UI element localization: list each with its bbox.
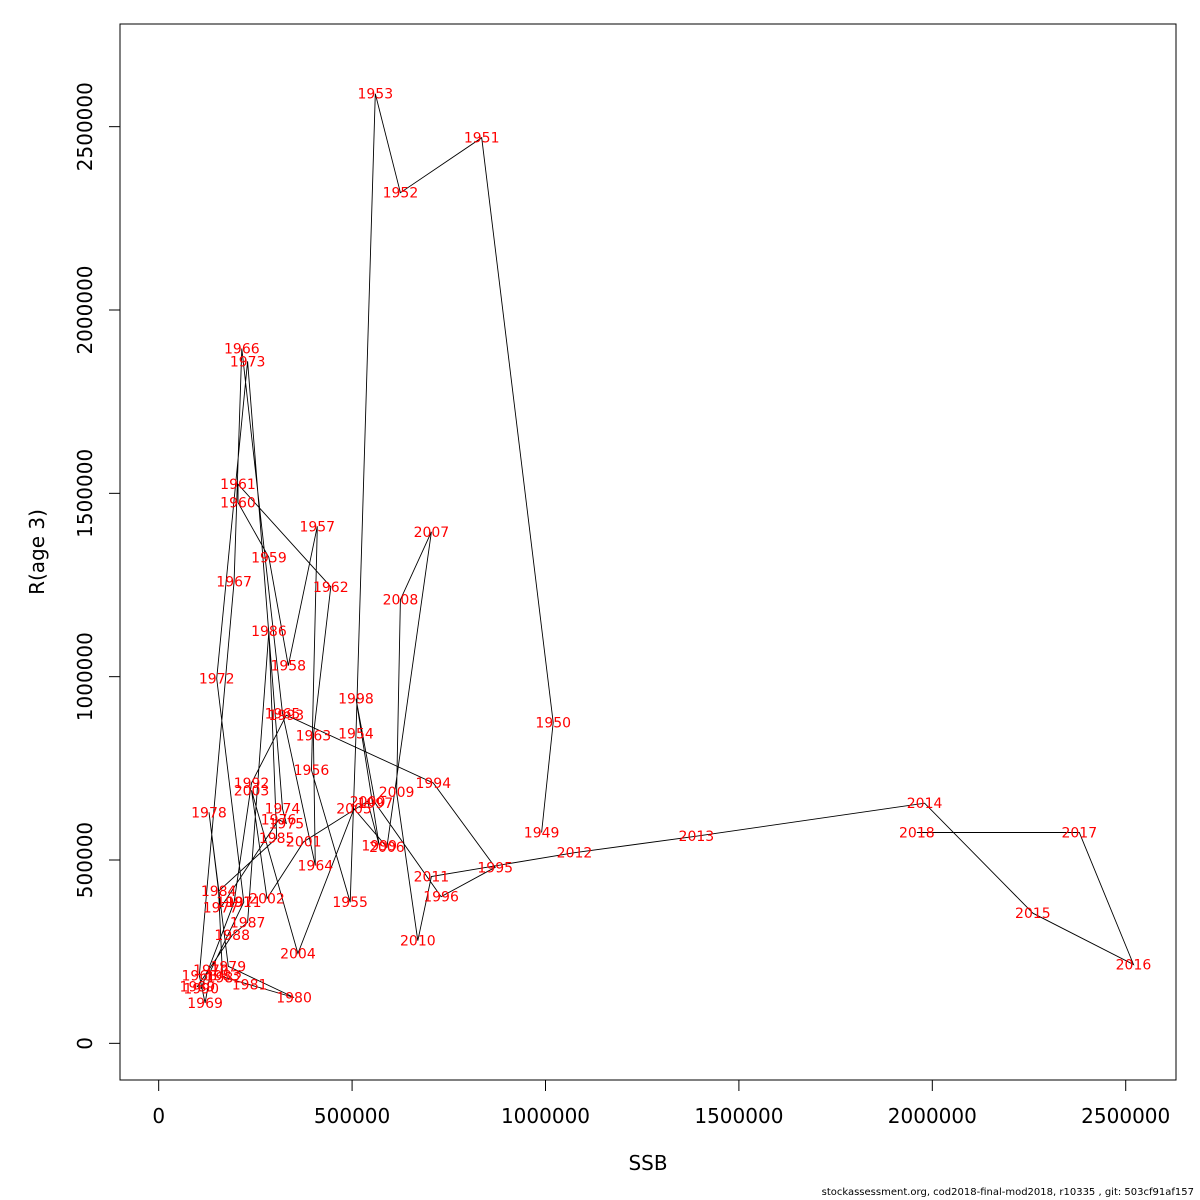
year-label-2005: 2005: [336, 802, 372, 818]
year-label-1958: 1958: [270, 659, 306, 675]
year-label-1992: 1992: [234, 776, 270, 792]
year-label-1967: 1967: [216, 574, 252, 590]
x-tick-label: 2500000: [1081, 1104, 1170, 1128]
year-label-1994: 1994: [415, 776, 451, 792]
year-label-1986: 1986: [251, 624, 287, 640]
y-tick-label: 2000000: [73, 265, 97, 354]
year-label-1960: 1960: [220, 496, 256, 512]
year-label-1981: 1981: [232, 978, 268, 994]
year-label-1998: 1998: [338, 692, 374, 708]
year-label-1996: 1996: [423, 890, 459, 906]
year-label-1985: 1985: [259, 831, 295, 847]
year-label-1951: 1951: [464, 131, 500, 147]
year-label-1982: 1982: [207, 970, 243, 986]
y-tick-label: 1000000: [73, 632, 97, 721]
year-label-2011: 2011: [414, 870, 450, 886]
year-label-1966: 1966: [224, 342, 260, 358]
year-label-2006: 2006: [369, 840, 405, 856]
year-label-1974: 1974: [265, 802, 301, 818]
year-label-1952: 1952: [383, 186, 419, 202]
year-label-1973: 1973: [230, 354, 266, 370]
year-label-1976: 1976: [261, 813, 297, 829]
year-label-1968: 1968: [181, 969, 217, 985]
year-label-1956: 1956: [294, 763, 330, 779]
year-label-2012: 2012: [557, 846, 593, 862]
year-label-1990: 1990: [183, 981, 219, 997]
year-label-1972: 1972: [199, 672, 235, 688]
year-label-2010: 2010: [400, 934, 436, 950]
year-trajectory-line: [196, 93, 1135, 1004]
y-axis-label: R(age 3): [25, 509, 49, 595]
year-label-1964: 1964: [298, 859, 334, 875]
y-tick-label: 2500000: [73, 82, 97, 171]
y-axis: 0 500000 1000000 1500000 2000000 2500000: [73, 82, 121, 1050]
x-tick-label: 0: [152, 1104, 165, 1128]
year-label-1987: 1987: [230, 915, 266, 931]
year-label-2017: 2017: [1061, 826, 1097, 842]
year-label-1983: 1983: [205, 969, 241, 985]
y-tick-label: 1500000: [73, 449, 97, 538]
year-label-2001: 2001: [286, 835, 322, 851]
footer-note: stockassessment.org, cod2018-final-mod20…: [821, 1187, 1194, 1198]
year-label-2008: 2008: [383, 593, 419, 609]
year-label-2016: 2016: [1116, 958, 1152, 974]
year-label-1963: 1963: [296, 728, 332, 744]
year-label-2014: 2014: [907, 796, 943, 812]
year-label-2013: 2013: [679, 829, 715, 845]
year-label-1980: 1980: [276, 991, 312, 1007]
year-label-1970: 1970: [193, 963, 229, 979]
x-tick-label: 2000000: [888, 1104, 977, 1128]
year-label-2003: 2003: [234, 783, 270, 799]
year-label-1969: 1969: [187, 996, 223, 1012]
year-label-1991: 1991: [216, 895, 252, 911]
year-label-1975: 1975: [269, 816, 305, 832]
year-label-2000: 2000: [350, 794, 386, 810]
year-label-1959: 1959: [251, 551, 287, 567]
year-label-1957: 1957: [299, 519, 335, 535]
x-tick-label: 1500000: [694, 1104, 783, 1128]
year-label-1993: 1993: [269, 708, 305, 724]
year-label-1979: 1979: [210, 959, 246, 975]
year-label-1988: 1988: [214, 928, 250, 944]
year-label-1962: 1962: [313, 580, 349, 596]
year-label-1971: 1971: [226, 895, 262, 911]
y-tick-label: 500000: [73, 822, 97, 898]
year-label-2007: 2007: [414, 525, 450, 541]
year-label-1997: 1997: [357, 796, 393, 812]
year-label-1977: 1977: [203, 901, 239, 917]
year-label-1955: 1955: [332, 895, 368, 911]
year-label-1953: 1953: [357, 87, 393, 103]
x-tick-label: 1000000: [501, 1104, 590, 1128]
series-line: [196, 93, 1135, 1004]
year-label-2009: 2009: [379, 785, 415, 801]
year-label-2015: 2015: [1015, 906, 1051, 922]
year-label-1989: 1989: [180, 980, 216, 996]
point-labels: 1949 1950 1951 1952 1953 1954 1955 1956 1957 1958…: [180, 87, 1152, 1012]
year-label-2004: 2004: [280, 947, 316, 963]
y-tick-label: 0: [73, 1037, 97, 1050]
year-label-1950: 1950: [535, 716, 571, 732]
year-label-1999: 1999: [361, 838, 397, 854]
year-label-1978: 1978: [191, 805, 227, 821]
year-label-2018: 2018: [899, 826, 935, 842]
year-label-1961: 1961: [220, 477, 256, 493]
year-label-1965: 1965: [265, 706, 301, 722]
year-label-2002: 2002: [249, 892, 285, 908]
year-label-1954: 1954: [338, 727, 374, 743]
year-label-1995: 1995: [477, 860, 513, 876]
year-label-1984: 1984: [201, 884, 237, 900]
x-axis-label: SSB: [628, 1151, 667, 1175]
x-tick-label: 500000: [314, 1104, 390, 1128]
year-label-1949: 1949: [524, 826, 560, 842]
x-axis: 0 500000 1000000 1500000 2000000 2500000: [152, 1079, 1170, 1128]
